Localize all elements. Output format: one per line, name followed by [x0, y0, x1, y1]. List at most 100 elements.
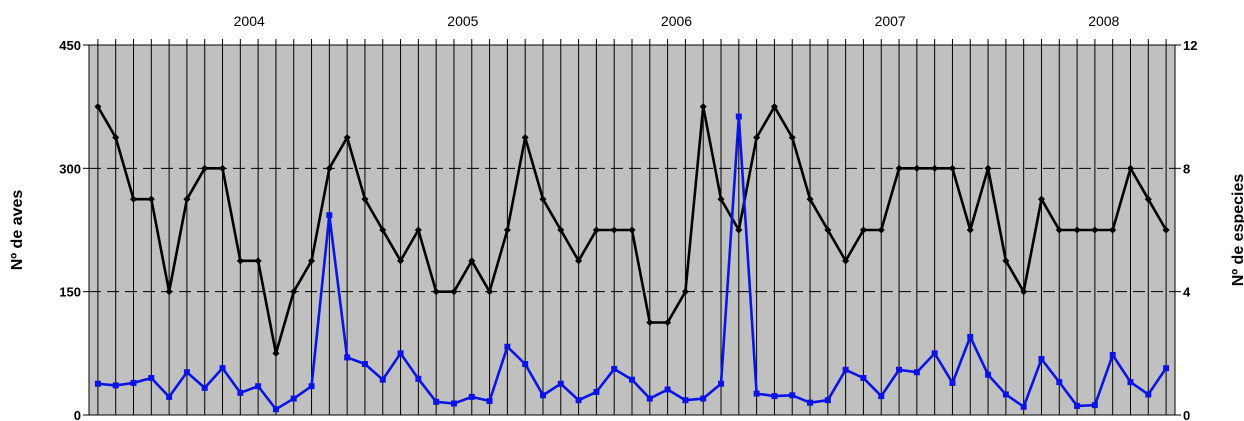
- data-point: [94, 380, 101, 387]
- data-point: [753, 133, 761, 142]
- data-point: [183, 195, 191, 203]
- data-point: [165, 288, 173, 296]
- right-axis-ticks: 0 4 8 12: [1175, 38, 1197, 421]
- data-point: [1002, 257, 1010, 265]
- data-point: [717, 195, 725, 203]
- data-point: [308, 257, 316, 265]
- data-point: [94, 103, 102, 111]
- left-tick-label: 0: [74, 408, 81, 421]
- data-point: [753, 390, 760, 397]
- year-label: 2007: [875, 13, 906, 29]
- data-point: [770, 103, 778, 111]
- data-point: [486, 398, 493, 405]
- data-point: [379, 226, 387, 234]
- right-tick-label: 8: [1183, 161, 1190, 176]
- data-point: [735, 113, 742, 120]
- data-point: [557, 226, 565, 234]
- data-point: [166, 393, 173, 400]
- data-point: [130, 379, 137, 386]
- data-point: [681, 288, 689, 296]
- data-point: [433, 398, 440, 405]
- left-tick-label: 450: [59, 38, 81, 53]
- data-point: [237, 389, 244, 396]
- data-point: [771, 393, 778, 400]
- data-point: [575, 397, 582, 404]
- year-labels: 2004 2005 2006 2007 2008: [234, 13, 1120, 29]
- data-point: [913, 369, 920, 376]
- data-point: [913, 164, 921, 172]
- data-point: [1163, 365, 1170, 372]
- left-tick-label: 150: [59, 285, 81, 300]
- data-point: [824, 397, 831, 404]
- data-point: [575, 257, 583, 265]
- data-point: [1145, 391, 1152, 398]
- data-point: [219, 365, 226, 372]
- data-point: [290, 288, 298, 296]
- data-point: [486, 288, 494, 296]
- left-axis-title: Nº de aves: [9, 190, 26, 271]
- right-tick-label: 0: [1183, 408, 1190, 421]
- data-point: [682, 397, 689, 404]
- data-point: [646, 318, 654, 327]
- right-axis-title: Nº de especies: [1230, 174, 1244, 287]
- data-point: [984, 164, 992, 172]
- data-point: [985, 371, 992, 378]
- data-point: [272, 406, 279, 413]
- data-point: [1127, 379, 1134, 386]
- data-point: [1109, 351, 1116, 358]
- left-axis-ticks: 0 150 300 450: [59, 38, 89, 421]
- data-point: [308, 383, 315, 390]
- data-point: [326, 212, 333, 219]
- data-point: [628, 226, 636, 234]
- x-axis-ticks: [97, 39, 1167, 45]
- data-point: [824, 226, 832, 234]
- year-label: 2006: [661, 13, 692, 29]
- data-point: [610, 226, 618, 234]
- data-point: [432, 288, 440, 296]
- left-tick-label: 300: [59, 161, 81, 176]
- year-label: 2004: [234, 13, 265, 29]
- data-point: [878, 393, 885, 400]
- year-label: 2008: [1088, 13, 1119, 29]
- data-point: [468, 257, 476, 265]
- data-point: [877, 226, 885, 234]
- series-layer: [94, 103, 1170, 413]
- data-point: [183, 369, 190, 376]
- data-point: [503, 226, 511, 234]
- data-point: [611, 365, 618, 372]
- data-point: [967, 333, 974, 340]
- data-point: [842, 366, 849, 373]
- data-point: [539, 392, 546, 399]
- data-point: [718, 380, 725, 387]
- data-point: [468, 393, 475, 400]
- data-point: [806, 195, 814, 203]
- data-point: [931, 164, 939, 172]
- horizontal-gridlines: [89, 167, 1175, 293]
- data-point: [236, 257, 244, 265]
- data-point: [147, 195, 155, 203]
- data-point: [201, 384, 208, 391]
- data-point: [379, 376, 386, 383]
- data-point: [272, 349, 280, 357]
- data-point: [325, 164, 333, 172]
- data-point: [1002, 391, 1009, 398]
- year-label: 2005: [447, 13, 478, 29]
- data-point: [522, 361, 529, 368]
- data-point: [201, 164, 209, 172]
- data-point: [966, 226, 974, 234]
- data-point: [397, 350, 404, 357]
- data-point: [699, 103, 707, 111]
- data-point: [343, 133, 351, 142]
- data-point: [807, 399, 814, 406]
- data-point: [557, 380, 564, 387]
- data-point: [646, 395, 653, 402]
- data-point: [1038, 356, 1045, 363]
- data-point: [521, 133, 529, 142]
- data-point: [290, 395, 297, 402]
- data-point: [450, 400, 457, 407]
- data-point: [112, 382, 119, 389]
- data-point: [859, 226, 867, 234]
- data-point: [842, 257, 850, 265]
- data-point: [397, 257, 405, 265]
- data-point: [254, 257, 262, 265]
